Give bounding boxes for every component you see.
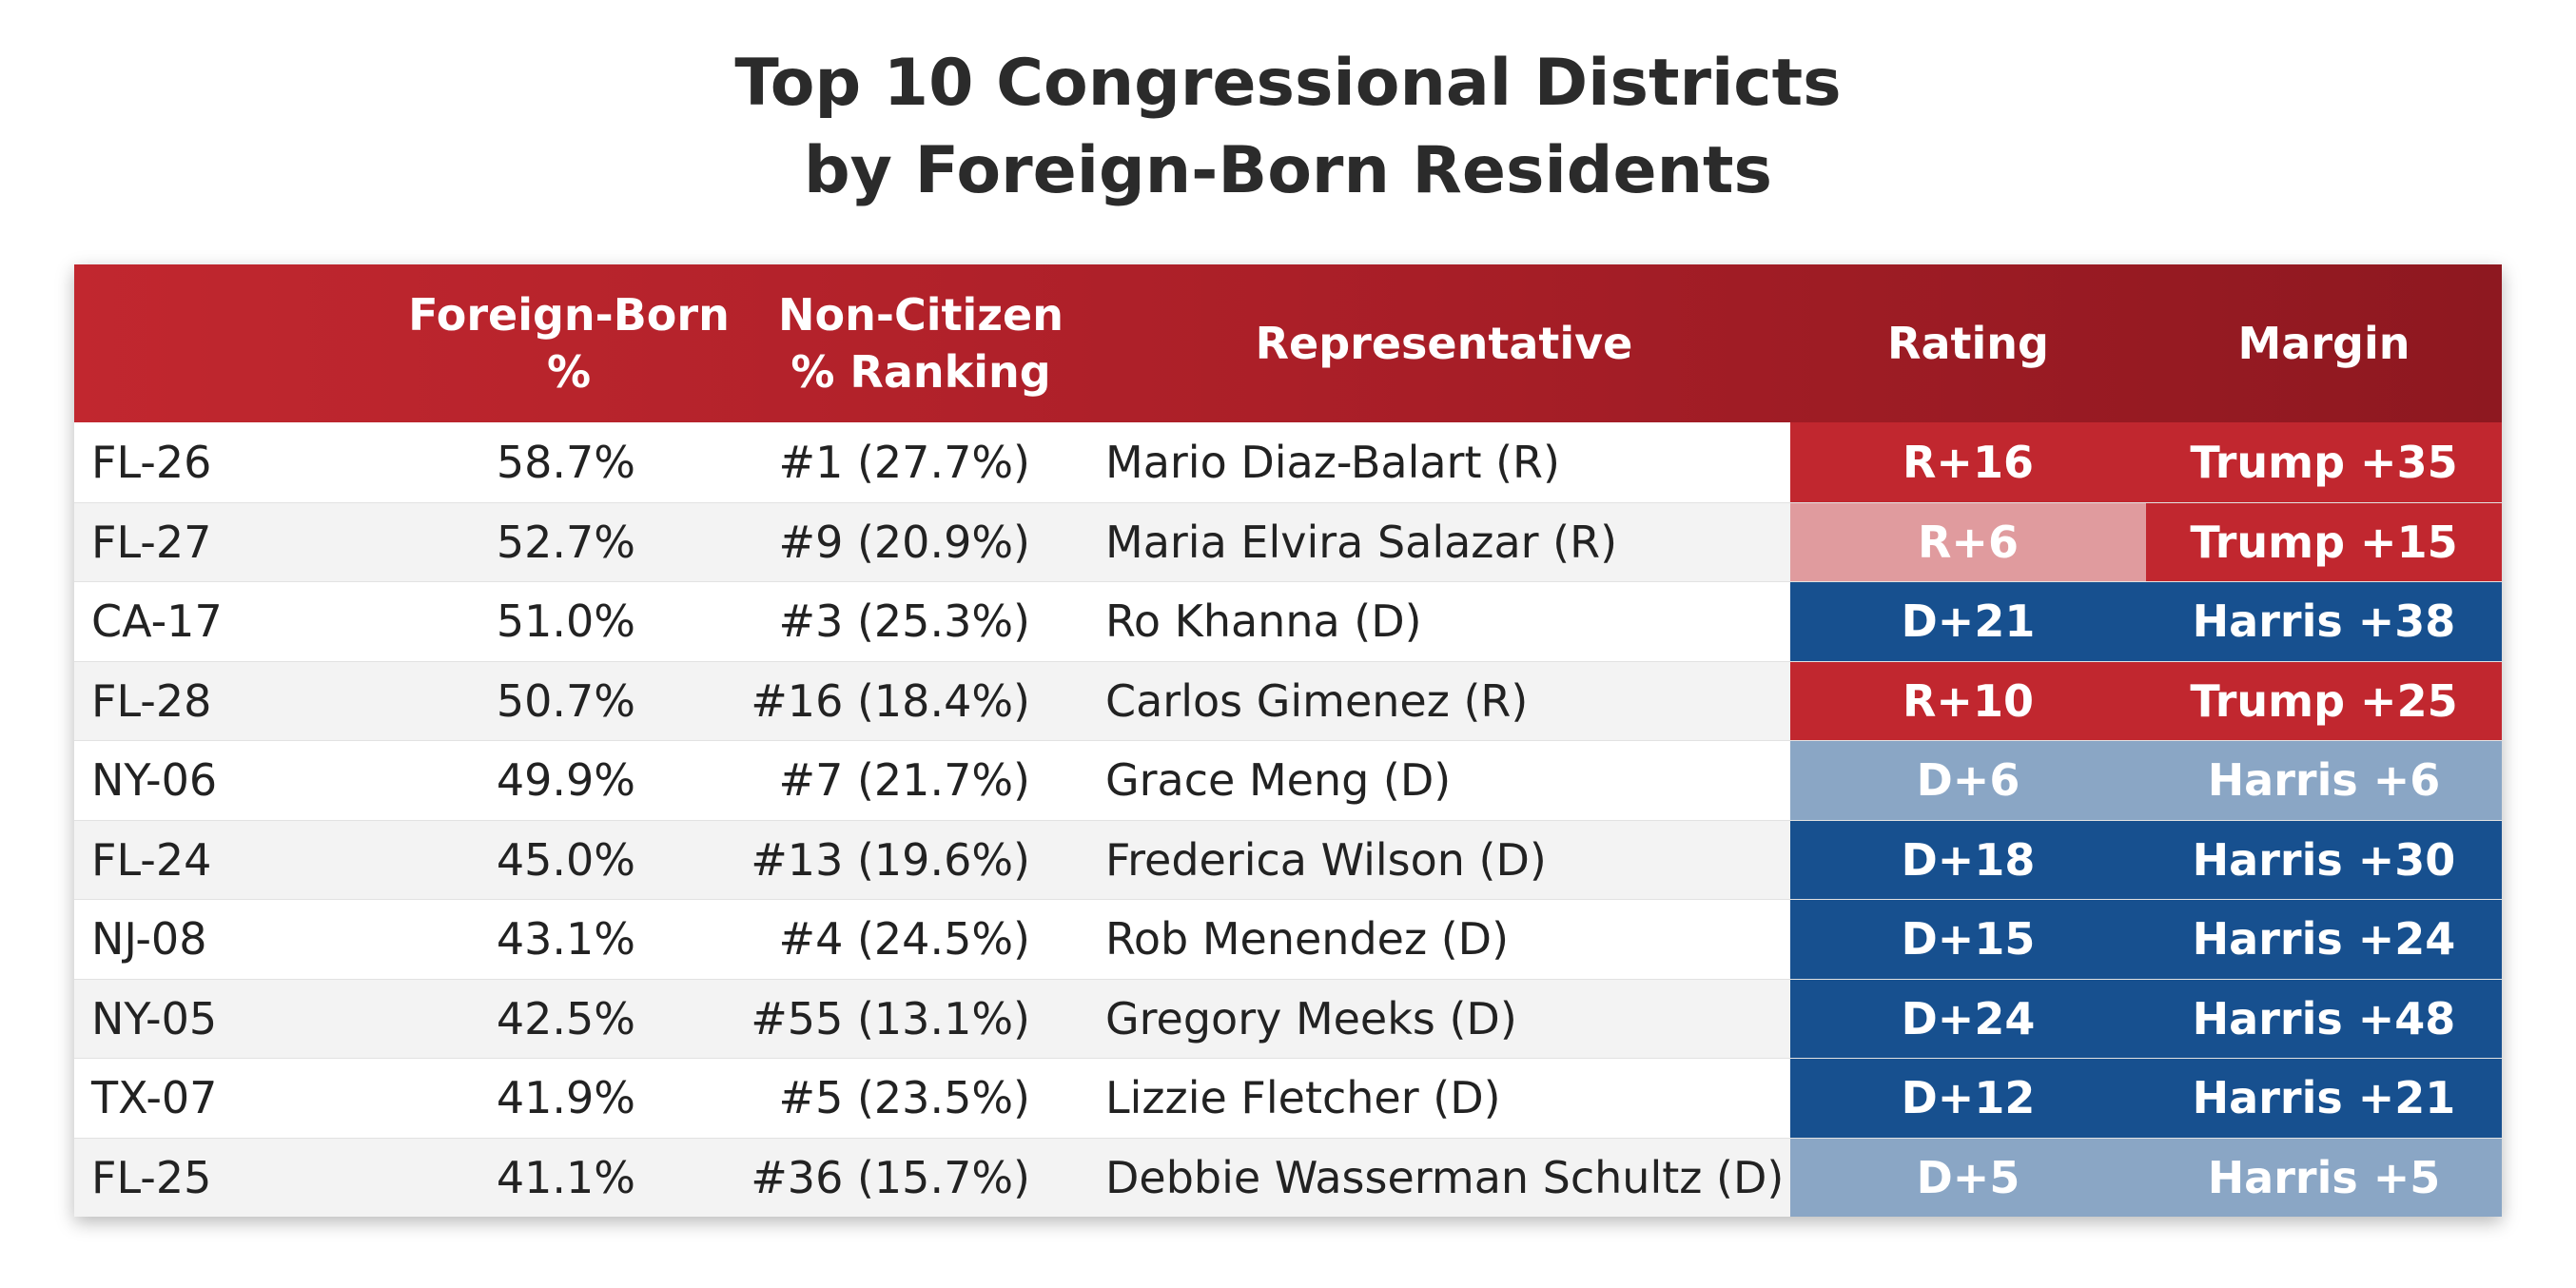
cell-non-citizen: #36 (15.7%) — [751, 1151, 1030, 1203]
table-row: FL-27 52.7% #9 (20.9%) Maria Elvira Salazar… — [74, 501, 2502, 581]
cell-margin: Trump +25 — [2146, 661, 2502, 740]
cell-non-citizen: #3 (25.3%) — [778, 595, 1030, 648]
table-row: FL-28 50.7% #16 (18.4%) Carlos Gimenez (R) R… — [74, 660, 2502, 740]
cell-rating: D+24 — [1790, 979, 2146, 1058]
cell-rating: D+21 — [1790, 582, 2146, 661]
table-row: NJ-08 43.1% #4 (24.5%) Rob Menendez (D) D+15… — [74, 899, 2502, 979]
table-row: FL-24 45.0% #13 (19.6%) Frederica Wilson (D… — [74, 819, 2502, 899]
cell-district: FL-25 — [91, 1151, 212, 1203]
cell-representative: Ro Khanna (D) — [1105, 595, 1422, 648]
header-foreign-born-line-2: % — [546, 346, 592, 398]
header-rating-label: Rating — [1887, 318, 2049, 369]
cell-representative: Rob Menendez (D) — [1105, 913, 1510, 966]
cell-foreign-born: 45.0% — [496, 833, 635, 886]
table-row: FL-25 41.1% #36 (15.7%) Debbie Wasserman Sc… — [74, 1137, 2502, 1217]
cell-representative: Grace Meng (D) — [1105, 754, 1452, 807]
cell-rating: D+5 — [1790, 1138, 2146, 1217]
cell-margin: Trump +35 — [2146, 422, 2502, 502]
cell-margin: Harris +30 — [2146, 820, 2502, 899]
cell-foreign-born: 51.0% — [496, 595, 635, 648]
table-row: FL-26 58.7% #1 (27.7%) Mario Diaz-Balart (R… — [74, 422, 2502, 502]
table-header: Foreign-Born % Non-Citizen % Ranking Rep… — [74, 264, 2502, 422]
cell-non-citizen: #7 (21.7%) — [778, 754, 1030, 807]
header-margin-label: Margin — [2237, 318, 2410, 369]
table-row: NY-06 49.9% #7 (21.7%) Grace Meng (D) D+6 Har… — [74, 740, 2502, 820]
chart-title-line-2: by Foreign-Born Residents — [804, 133, 1772, 208]
table-body: FL-26 58.7% #1 (27.7%) Mario Diaz-Balart (R… — [74, 422, 2502, 1217]
cell-foreign-born: 52.7% — [496, 516, 635, 568]
cell-representative: Lizzie Fletcher (D) — [1105, 1072, 1501, 1124]
chart-title-line-1: Top 10 Congressional Districts — [734, 46, 1842, 121]
cell-non-citizen: #4 (24.5%) — [778, 913, 1030, 966]
header-non-citizen-line-1: Non-Citizen — [778, 289, 1064, 341]
cell-foreign-born: 43.1% — [496, 913, 635, 966]
cell-non-citizen: #13 (19.6%) — [751, 833, 1030, 886]
cell-representative: Frederica Wilson (D) — [1105, 833, 1547, 886]
cell-non-citizen: #16 (18.4%) — [751, 674, 1030, 727]
header-foreign-born: Foreign-Born % — [360, 264, 778, 422]
cell-foreign-born: 58.7% — [496, 436, 635, 488]
cell-rating: R+16 — [1790, 422, 2146, 502]
cell-representative: Maria Elvira Salazar (R) — [1105, 516, 1618, 568]
header-non-citizen: Non-Citizen % Ranking — [731, 264, 1111, 422]
cell-margin: Harris +24 — [2146, 900, 2502, 979]
cell-district: NJ-08 — [91, 913, 207, 966]
cell-non-citizen: #55 (13.1%) — [751, 992, 1030, 1044]
cell-rating: R+6 — [1790, 502, 2146, 581]
cell-district: FL-26 — [91, 436, 212, 488]
cell-representative: Carlos Gimenez (R) — [1105, 674, 1529, 727]
header-foreign-born-line-1: Foreign-Born — [408, 289, 730, 341]
cell-representative: Gregory Meeks (D) — [1105, 992, 1517, 1044]
cell-foreign-born: 41.1% — [496, 1151, 635, 1203]
cell-margin: Harris +21 — [2146, 1059, 2502, 1138]
cell-rating: D+12 — [1790, 1059, 2146, 1138]
cell-margin: Trump +15 — [2146, 502, 2502, 581]
cell-district: CA-17 — [91, 595, 223, 648]
cell-district: NY-05 — [91, 992, 218, 1044]
cell-representative: Mario Diaz-Balart (R) — [1105, 436, 1560, 488]
cell-non-citizen: #9 (20.9%) — [778, 516, 1030, 568]
cell-margin: Harris +38 — [2146, 582, 2502, 661]
cell-margin: Harris +48 — [2146, 979, 2502, 1058]
cell-margin: Harris +6 — [2146, 741, 2502, 820]
cell-non-citizen: #1 (27.7%) — [778, 436, 1030, 488]
cell-rating: D+15 — [1790, 900, 2146, 979]
table-row: CA-17 51.0% #3 (25.3%) Ro Khanna (D) D+21 Har… — [74, 581, 2502, 661]
header-representative-label: Representative — [1255, 318, 1633, 369]
table-row: NY-05 42.5% #55 (13.1%) Gregory Meeks (D) D+… — [74, 978, 2502, 1058]
cell-foreign-born: 42.5% — [496, 992, 635, 1044]
cell-foreign-born: 49.9% — [496, 754, 635, 807]
header-non-citizen-line-2: % Ranking — [790, 346, 1051, 398]
cell-district: FL-24 — [91, 833, 212, 886]
cell-district: TX-07 — [91, 1072, 218, 1124]
cell-rating: D+6 — [1790, 741, 2146, 820]
districts-table: Foreign-Born % Non-Citizen % Ranking Rep… — [74, 264, 2502, 1217]
header-margin: Margin — [2146, 264, 2502, 422]
cell-foreign-born: 50.7% — [496, 674, 635, 727]
cell-representative: Debbie Wasserman Schultz (D) — [1105, 1151, 1785, 1203]
cell-district: NY-06 — [91, 754, 218, 807]
cell-rating: D+18 — [1790, 820, 2146, 899]
chart-title: Top 10 Congressional Districts by Foreig… — [0, 40, 2576, 215]
header-rating: Rating — [1790, 264, 2146, 422]
cell-margin: Harris +5 — [2146, 1138, 2502, 1217]
cell-rating: R+10 — [1790, 661, 2146, 740]
header-representative: Representative — [1111, 264, 1777, 422]
cell-district: FL-28 — [91, 674, 212, 727]
cell-foreign-born: 41.9% — [496, 1072, 635, 1124]
cell-non-citizen: #5 (23.5%) — [778, 1072, 1030, 1124]
table-row: TX-07 41.9% #5 (23.5%) Lizzie Fletcher (D) D… — [74, 1058, 2502, 1138]
cell-district: FL-27 — [91, 516, 212, 568]
